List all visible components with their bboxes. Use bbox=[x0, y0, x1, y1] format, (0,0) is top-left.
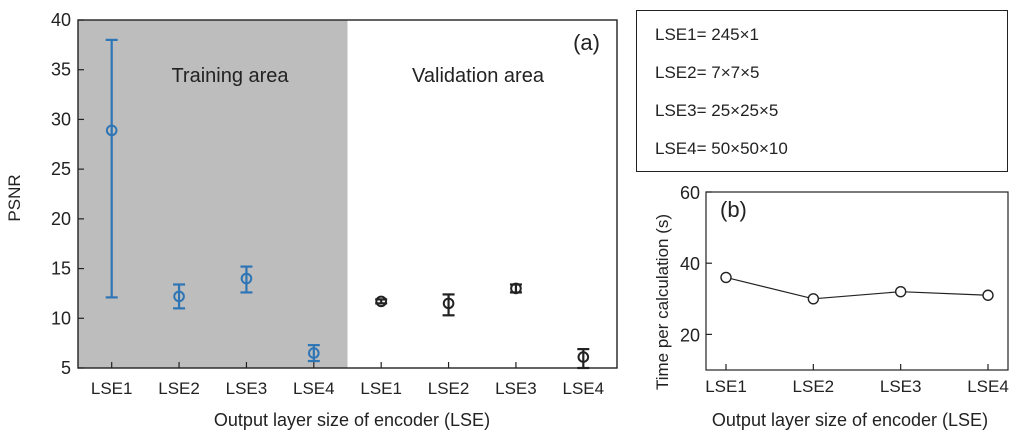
y-axis-label-b: Time per calculation (s) bbox=[653, 214, 672, 390]
x-axis-label-b: Output layer size of encoder (LSE) bbox=[712, 410, 988, 430]
y-tick-label-b: 40 bbox=[680, 254, 700, 274]
x-axis-label-a: Output layer size of encoder (LSE) bbox=[214, 410, 490, 430]
x-tick-label-a: LSE2 bbox=[158, 379, 200, 398]
y-tick-label-a: 40 bbox=[51, 10, 71, 30]
lse-legend-box: LSE1= 245×1 LSE2= 7×7×5 LSE3= 25×25×5 LS… bbox=[636, 10, 1008, 172]
panel-label-a: (a) bbox=[573, 30, 600, 55]
psnr-point bbox=[510, 282, 522, 295]
psnr-point bbox=[577, 351, 590, 363]
x-tick-label-a: LSE4 bbox=[293, 379, 335, 398]
panel-label-b: (b) bbox=[720, 197, 747, 222]
x-tick-label-a: LSE1 bbox=[360, 379, 402, 398]
plot-frame-a bbox=[77, 19, 618, 369]
time-point bbox=[720, 271, 732, 284]
x-tick-label-a: LSE1 bbox=[91, 379, 133, 398]
x-tick-label-a: LSE4 bbox=[563, 379, 605, 398]
y-tick-label-b: 60 bbox=[680, 183, 700, 203]
time-line bbox=[725, 276, 989, 300]
validation-area-label: Validation area bbox=[412, 65, 545, 87]
y-tick-label-a: 10 bbox=[51, 308, 71, 328]
legend-line-lse1: LSE1= 245×1 bbox=[655, 25, 759, 44]
x-tick-label-b: LSE4 bbox=[967, 377, 1009, 396]
psnr-point bbox=[240, 272, 253, 285]
time-point bbox=[894, 285, 907, 298]
plot-frame-b bbox=[705, 191, 1009, 371]
x-tick-label-a: LSE3 bbox=[226, 379, 268, 398]
chart-a: 5 10 15 20 25 30 35 40 LSE1 LSE2 LSE3 LSE4 LSE1 LSE2… bbox=[5, 10, 618, 430]
y-tick-label-a: 15 bbox=[51, 259, 71, 279]
y-tick-label-a: 35 bbox=[51, 60, 71, 80]
training-area-shade bbox=[78, 20, 348, 368]
y-tick-label-a: 30 bbox=[51, 109, 71, 129]
y-tick-label-a: 20 bbox=[51, 209, 71, 229]
x-tick-label-b: LSE3 bbox=[880, 377, 922, 396]
time-point bbox=[807, 293, 820, 305]
psnr-point bbox=[375, 295, 387, 308]
y-tick-label-a: 5 bbox=[61, 358, 71, 378]
legend-line-lse3: LSE3= 25×25×5 bbox=[655, 101, 779, 120]
psnr-point bbox=[105, 124, 118, 137]
x-tick-label-a: LSE2 bbox=[428, 379, 470, 398]
psnr-point bbox=[308, 347, 320, 359]
psnr-point bbox=[442, 297, 455, 310]
legend-line-lse4: LSE4= 50×50×10 bbox=[655, 139, 788, 158]
x-tick-label-b: LSE1 bbox=[705, 377, 747, 396]
legend-line-lse2: LSE2= 7×7×5 bbox=[655, 63, 760, 82]
y-tick-label-a: 25 bbox=[51, 159, 71, 179]
training-area-label: Training area bbox=[171, 65, 289, 87]
psnr-point bbox=[173, 290, 185, 303]
y-axis-label-a: PSNR bbox=[5, 174, 24, 221]
x-tick-label-a: LSE3 bbox=[495, 379, 537, 398]
y-tick-label-b: 20 bbox=[680, 325, 700, 345]
x-tick-label-b: LSE2 bbox=[793, 377, 835, 396]
time-point bbox=[982, 289, 994, 301]
